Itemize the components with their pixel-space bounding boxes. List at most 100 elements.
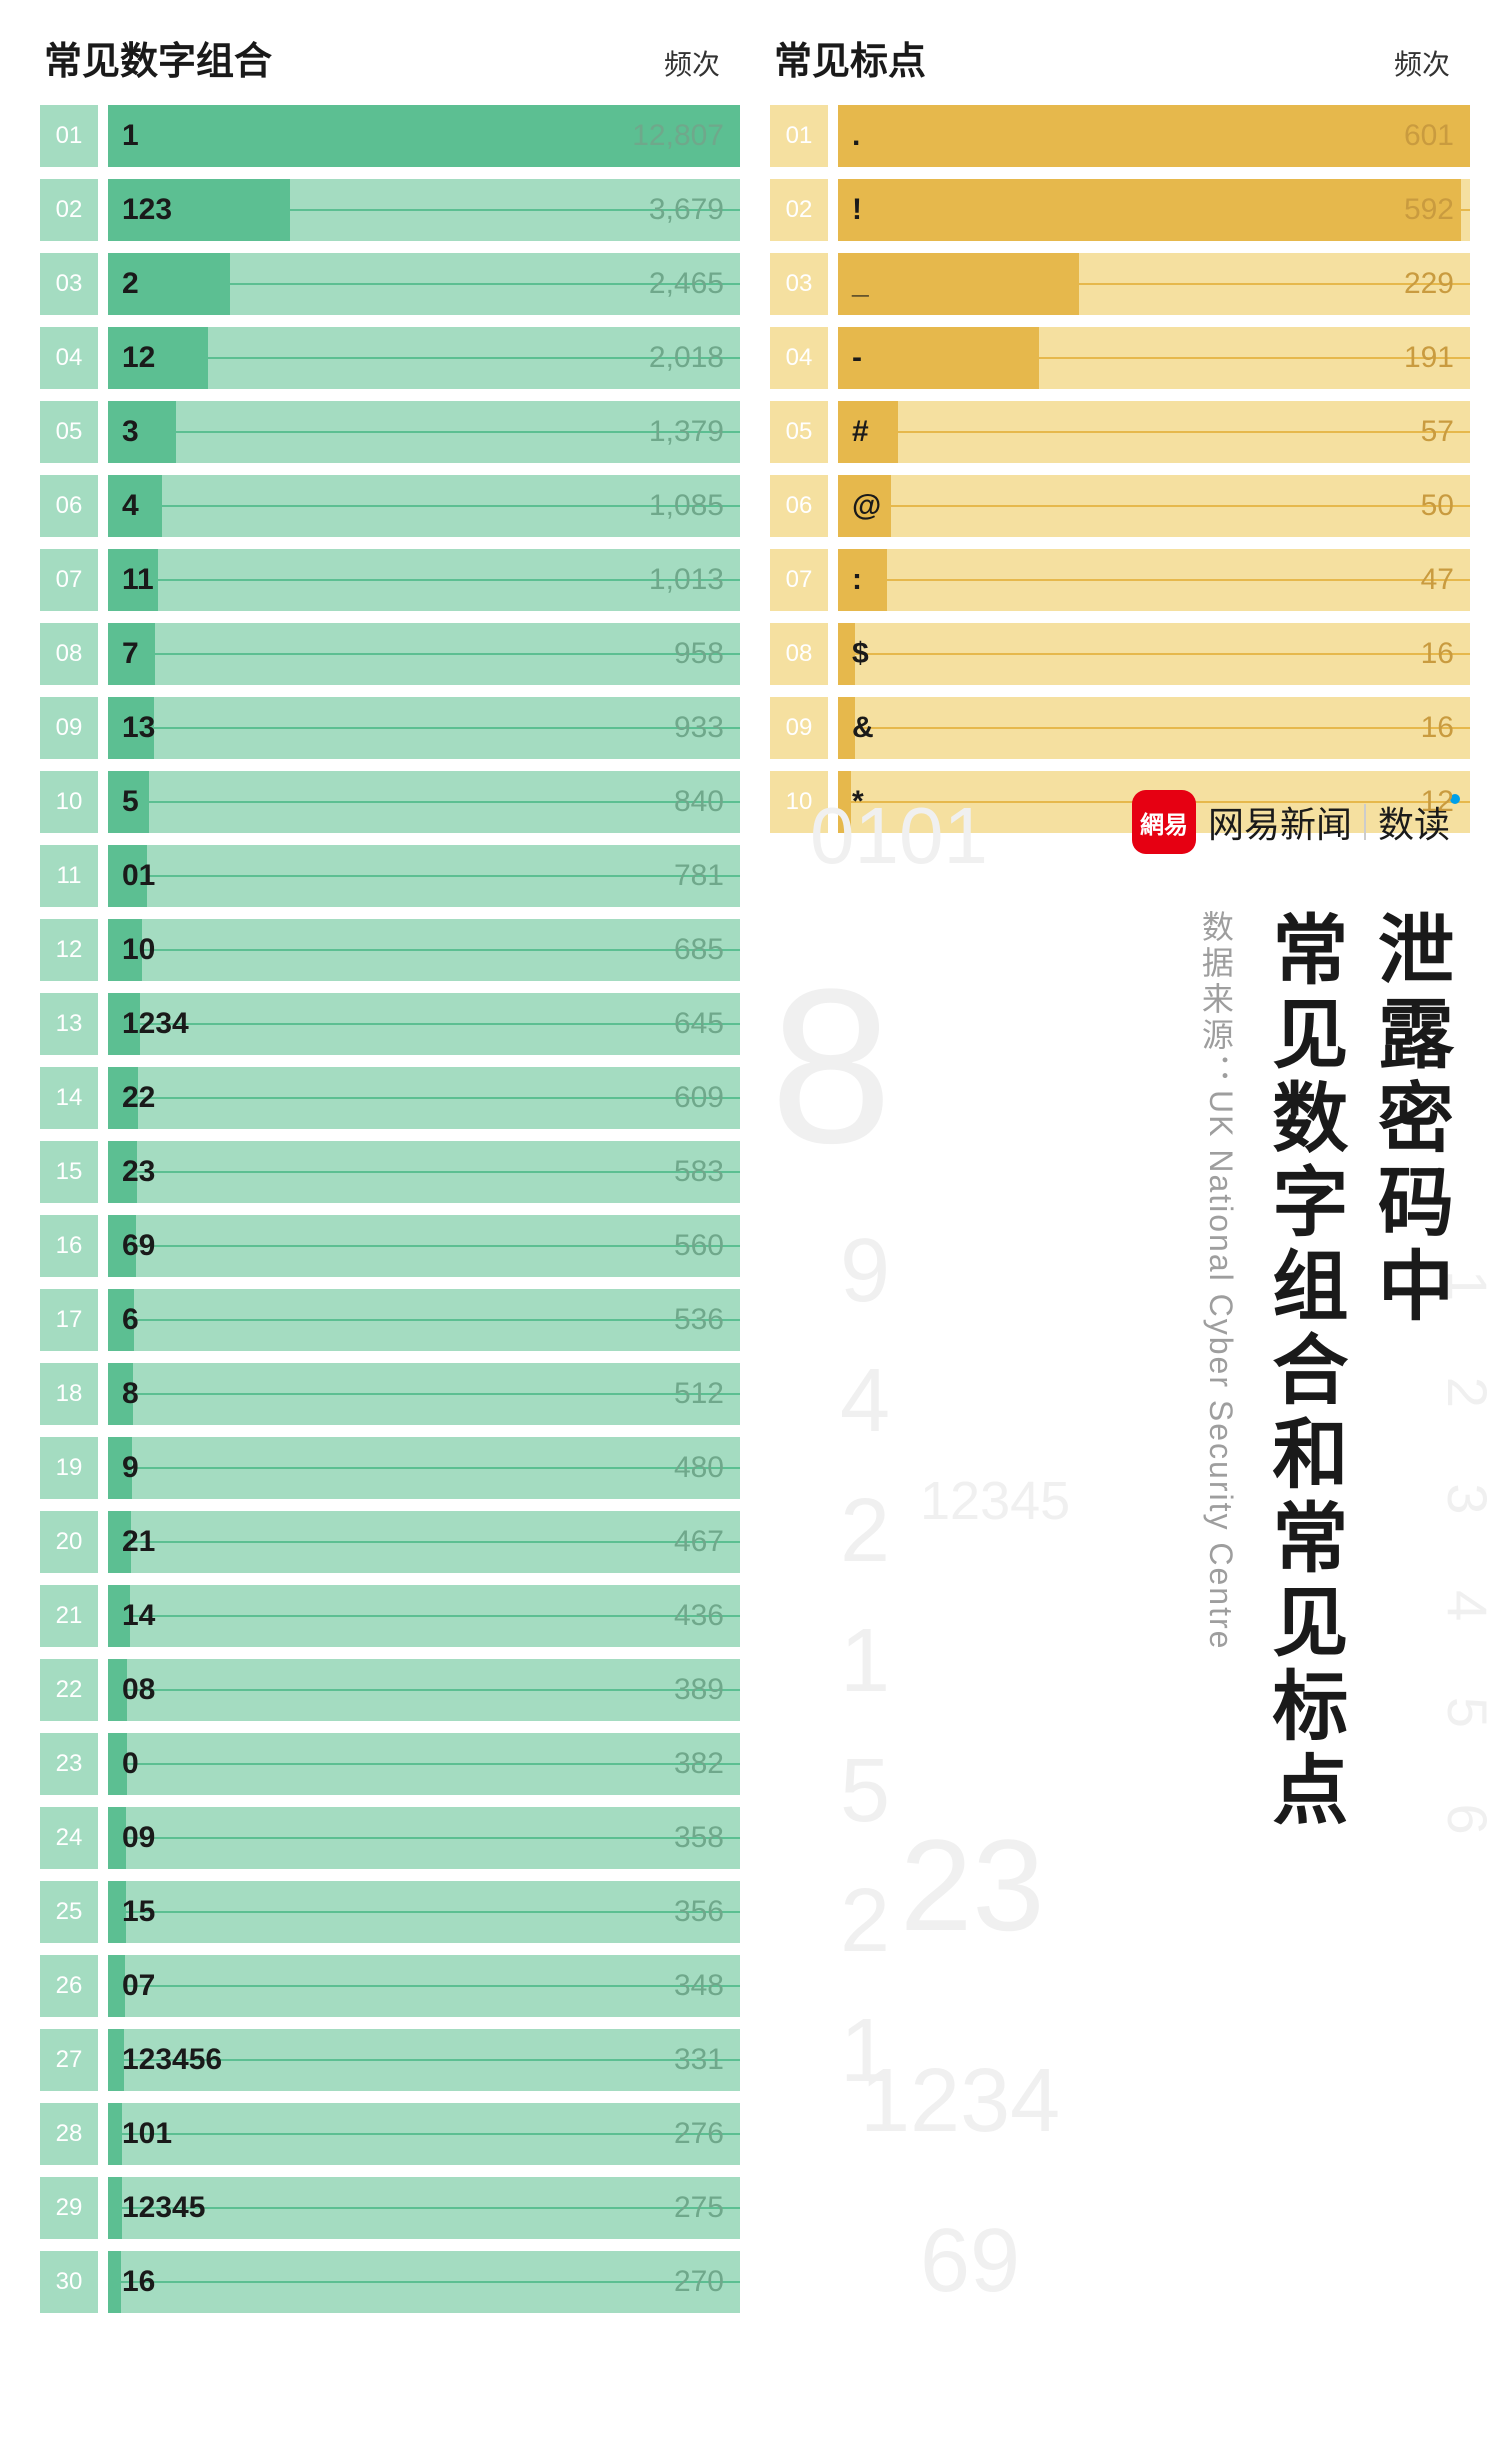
bar-track: 1234645 (108, 993, 740, 1055)
bar-row: 07111,013 (40, 549, 740, 611)
bar-row: 199480 (40, 1437, 740, 1499)
bar-label: $ (852, 637, 869, 671)
bg-decor-number: 8 (770, 940, 892, 1193)
bar-value: 958 (674, 637, 724, 671)
bar-value: 12 (1421, 785, 1454, 819)
bar-track: : 47 (838, 549, 1470, 611)
bar-row: 0322,465 (40, 253, 740, 315)
bg-decor-number: 2 (840, 1870, 890, 1973)
bar-label: 21 (122, 1525, 155, 1559)
bar-row: 2021467 (40, 1511, 740, 1573)
bar-track: &16 (838, 697, 1470, 759)
bar-track: -191 (838, 327, 1470, 389)
bar-label: 09 (122, 1821, 155, 1855)
bar-value: 2,018 (649, 341, 724, 375)
bar-label: 0 (122, 1747, 139, 1781)
bar-label: 16 (122, 2265, 155, 2299)
rank-badge: 08 (40, 623, 98, 685)
bar-marker (142, 949, 740, 951)
rank-badge: 15 (40, 1141, 98, 1203)
bar-track: 07348 (108, 1955, 740, 2017)
bar-track: $16 (838, 623, 1470, 685)
bar-label: - (852, 341, 862, 375)
bar-fill (108, 2177, 122, 2239)
bar-label: 12345 (122, 2191, 205, 2225)
bar-row: 2515356 (40, 1881, 740, 1943)
bar-marker (887, 579, 1470, 581)
bar-value: 47 (1421, 563, 1454, 597)
bar-value: 382 (674, 1747, 724, 1781)
bar-label: : (852, 563, 862, 597)
rank-badge: 11 (40, 845, 98, 907)
rank-badge: 13 (40, 993, 98, 1055)
bar-value: 57 (1421, 415, 1454, 449)
bar-track: 23583 (108, 1141, 740, 1203)
infographic-container: 常见数字组合 频次 01112,807021233,6790322,465041… (40, 30, 1460, 2325)
bar-track: #57 (838, 401, 1470, 463)
bar-label: 01 (122, 859, 155, 893)
bar-marker (126, 1911, 740, 1913)
left-title: 常见数字组合 (44, 30, 272, 85)
rank-badge: 08 (770, 623, 828, 685)
bar-label: 12 (122, 341, 155, 375)
rank-badge: 05 (40, 401, 98, 463)
bar-label: ! (852, 193, 862, 227)
rank-badge: 19 (40, 1437, 98, 1499)
right-bars: 01.60102!59203_22904-19105#5706@5007:470… (770, 105, 1470, 833)
bar-marker (855, 653, 1470, 655)
bar-label: 8 (122, 1377, 139, 1411)
bar-row: 2208389 (40, 1659, 740, 1721)
right-column: 常见标点 频次 01.60102!59203_22904-19105#5706@… (770, 30, 1470, 2325)
bar-value: 601 (1404, 119, 1454, 153)
bar-track: 6536 (108, 1289, 740, 1351)
bar-marker (855, 727, 1470, 729)
bar-label: * (852, 785, 864, 819)
bar-label: 10 (122, 933, 155, 967)
bar-marker (147, 875, 740, 877)
bar-value: 560 (674, 1229, 724, 1263)
bar-row: 09&16 (770, 697, 1470, 759)
bar-value: 512 (674, 1377, 724, 1411)
bar-value: 2,465 (649, 267, 724, 301)
rank-badge: 18 (40, 1363, 98, 1425)
bar-value: 685 (674, 933, 724, 967)
bar-row: 1669560 (40, 1215, 740, 1277)
bar-label: 1 (122, 119, 139, 153)
bar-track: 21467 (108, 1511, 740, 1573)
headline-line2: 常见数字组合和常见标点 (1261, 910, 1345, 1834)
rank-badge: 06 (770, 475, 828, 537)
bg-decor-number: 1234 (860, 2050, 1060, 2153)
rank-badge: 05 (770, 401, 828, 463)
bar-marker (132, 1467, 740, 1469)
rank-badge: 01 (40, 105, 98, 167)
bar-label: 13 (122, 711, 155, 745)
bar-marker (891, 505, 1470, 507)
bar-track: 12345275 (108, 2177, 740, 2239)
rank-badge: 14 (40, 1067, 98, 1129)
bar-value: 933 (674, 711, 724, 745)
bar-marker (133, 1393, 740, 1395)
bar-row: 1422609 (40, 1067, 740, 1129)
bar-value: 781 (674, 859, 724, 893)
rank-badge: 07 (770, 549, 828, 611)
bar-value: 1,085 (649, 489, 724, 523)
bar-track: 7958 (108, 623, 740, 685)
bar-value: 1,013 (649, 563, 724, 597)
bar-row: 11 01 781 (40, 845, 740, 907)
bar-track: 9480 (108, 1437, 740, 1499)
bar-label: 3 (122, 415, 139, 449)
bar-marker (1461, 209, 1470, 211)
bar-track: 14436 (108, 1585, 740, 1647)
rank-badge: 20 (40, 1511, 98, 1573)
bar-marker (122, 2207, 740, 2209)
right-header: 常见标点 频次 (770, 30, 1470, 85)
bar-value: 436 (674, 1599, 724, 1633)
bar-value: 331 (674, 2043, 724, 2077)
bg-decor-number: 23 (900, 1810, 1045, 1960)
bar-fill (838, 549, 887, 611)
bg-decor-number: 1 (840, 2000, 890, 2103)
rank-badge: 21 (40, 1585, 98, 1647)
bar-row: 08$16 (770, 623, 1470, 685)
bar-value: 389 (674, 1673, 724, 1707)
bar-track: 16270 (108, 2251, 740, 2313)
